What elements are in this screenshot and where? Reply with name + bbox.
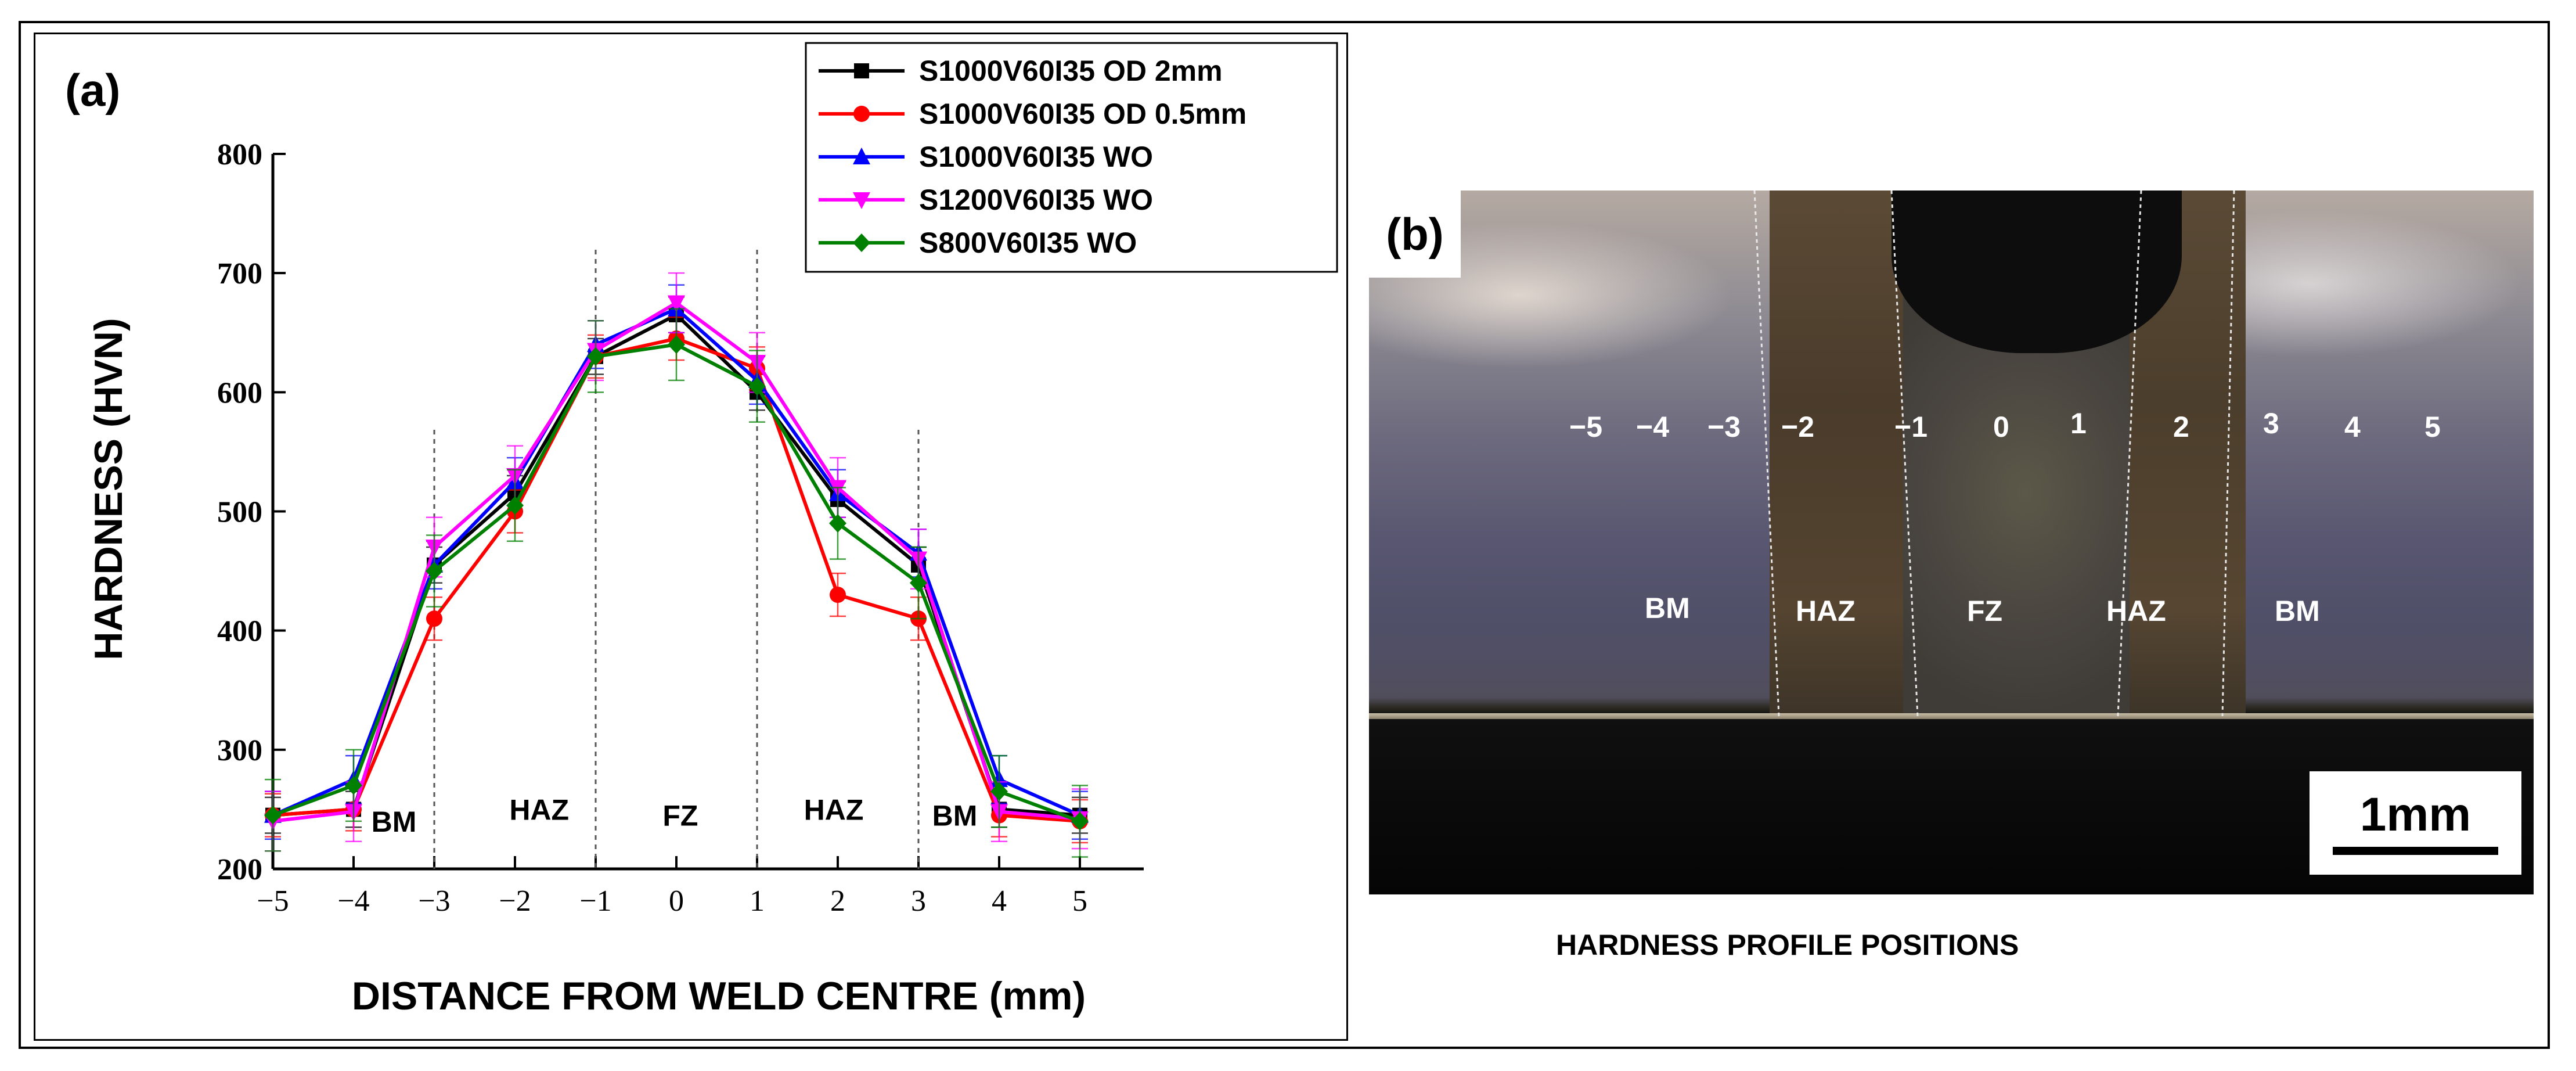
series xyxy=(264,308,1089,858)
zone-label-bm-right: BM xyxy=(2275,595,2320,627)
boundary-haz-bm-right xyxy=(2221,191,2235,717)
position-label: −2 xyxy=(1781,411,1815,443)
legend-label: S1000V60I35 OD 2mm xyxy=(919,55,1223,87)
chart-panel xyxy=(34,33,1348,1041)
position-label: 2 xyxy=(2173,411,2189,443)
data-point xyxy=(829,514,846,533)
y-tick-label: 300 xyxy=(217,734,262,767)
data-point xyxy=(854,63,869,78)
position-label: −5 xyxy=(1569,411,1603,443)
x-tick-label: −2 xyxy=(499,885,531,918)
position-label: 1 xyxy=(2070,407,2087,440)
data-point xyxy=(853,106,870,122)
haz-left-region xyxy=(1770,191,1903,716)
series-layer xyxy=(264,272,1089,858)
zone-label-haz-left: HAZ xyxy=(1796,595,1856,627)
scale-bar xyxy=(2333,847,2498,855)
position-label: 4 xyxy=(2344,411,2361,443)
figure-frame xyxy=(19,21,2550,1049)
data-point xyxy=(853,233,870,252)
x-tick-label: 1 xyxy=(750,885,765,918)
series-line xyxy=(272,312,1080,817)
scale-bar-label: 1mm xyxy=(2359,788,2471,841)
legend-label: S1200V60I35 WO xyxy=(919,184,1153,216)
series-line xyxy=(272,307,1081,817)
weld-micrograph: (b) −5 −4 −3 −2 −1 0 1 2 3 4 5 BM HAZ FZ… xyxy=(1369,191,2534,894)
data-point xyxy=(853,148,870,164)
x-tick-label: −3 xyxy=(418,885,450,918)
position-label: −4 xyxy=(1636,411,1670,443)
data-point xyxy=(426,562,443,581)
position-label: 3 xyxy=(2263,407,2279,440)
data-point xyxy=(990,782,1008,801)
y-tick-label: 400 xyxy=(217,615,262,648)
position-label: −3 xyxy=(1707,411,1741,443)
region-label: HAZ xyxy=(509,793,569,826)
y-tick-label: 800 xyxy=(217,138,262,171)
x-tick-label: 3 xyxy=(911,885,926,918)
legend: S1000V60I35 OD 2mm S1000V60I35 OD 0.5mm S1… xyxy=(805,42,1338,273)
y-axis-title: HARDNESS (HVN) xyxy=(87,318,131,660)
series xyxy=(265,316,1088,844)
region-label: BM xyxy=(932,800,978,832)
legend-label: S1000V60I35 OD 0.5mm xyxy=(919,98,1246,130)
hardness-chart: (a) 200 300 400 500 600 700 800 −5 −4 −3 −2 −1 0 1 2 3 4… xyxy=(65,42,1338,1018)
scale-bar-box: 1mm xyxy=(2310,771,2521,875)
x-tick-label: −4 xyxy=(337,885,369,918)
data-point xyxy=(748,377,766,396)
x-axis-title: DISTANCE FROM WELD CENTRE (mm) xyxy=(352,974,1086,1018)
specimen-edge xyxy=(1369,713,2534,719)
x-tick-label: 2 xyxy=(830,885,845,918)
data-point xyxy=(345,776,362,795)
position-label: 5 xyxy=(2424,411,2441,443)
weld-bead-cavity xyxy=(1892,191,2182,353)
series-line xyxy=(272,336,1080,823)
data-point xyxy=(1071,811,1089,831)
data-point xyxy=(830,587,846,603)
panel-b-label: (b) xyxy=(1369,191,1461,278)
series-line xyxy=(272,343,1081,823)
region-label: FZ xyxy=(662,800,698,832)
x-tick-label: 0 xyxy=(669,885,684,918)
data-point xyxy=(668,335,685,354)
boundary-haz-fz-left xyxy=(1890,191,1919,717)
legend-label: S800V60I35 WO xyxy=(919,227,1137,259)
data-point xyxy=(506,496,524,515)
micrograph-caption: HARDNESS PROFILE POSITIONS xyxy=(1556,929,2019,961)
data-point xyxy=(426,610,442,627)
data-point xyxy=(853,192,870,209)
data-point xyxy=(264,806,282,825)
y-tick-label: 700 xyxy=(217,257,262,290)
region-labels: BM HAZ FZ HAZ BM xyxy=(372,793,978,838)
x-tick-label: 5 xyxy=(1072,885,1087,918)
y-tick-label: 600 xyxy=(217,376,262,409)
chart-axes: 200 300 400 500 600 700 800 −5 −4 −3 −2 −1 0 1 2 3 4 5 xyxy=(217,138,1144,918)
y-tick-label: 500 xyxy=(217,496,262,529)
data-point xyxy=(910,573,927,592)
region-label: BM xyxy=(372,806,417,838)
data-point xyxy=(587,347,604,366)
boundary-fz-haz-right xyxy=(2117,191,2142,717)
x-tick-label: −1 xyxy=(579,885,611,918)
zone-label-haz-right: HAZ xyxy=(2106,595,2166,627)
x-tick-label: −5 xyxy=(257,885,289,918)
position-label: −1 xyxy=(1894,411,1928,443)
region-label: HAZ xyxy=(804,793,864,826)
legend-label: S1000V60I35 WO xyxy=(919,141,1153,173)
zone-label-fz: FZ xyxy=(1967,595,2003,627)
zone-label-bm-left: BM xyxy=(1645,592,1690,624)
x-tick-label: 4 xyxy=(992,885,1007,918)
data-point xyxy=(668,295,685,312)
position-label: 0 xyxy=(1993,411,2009,443)
panel-a-label: (a) xyxy=(65,64,120,116)
y-tick-label: 200 xyxy=(217,853,262,886)
boundary-bm-haz-left xyxy=(1753,191,1780,717)
